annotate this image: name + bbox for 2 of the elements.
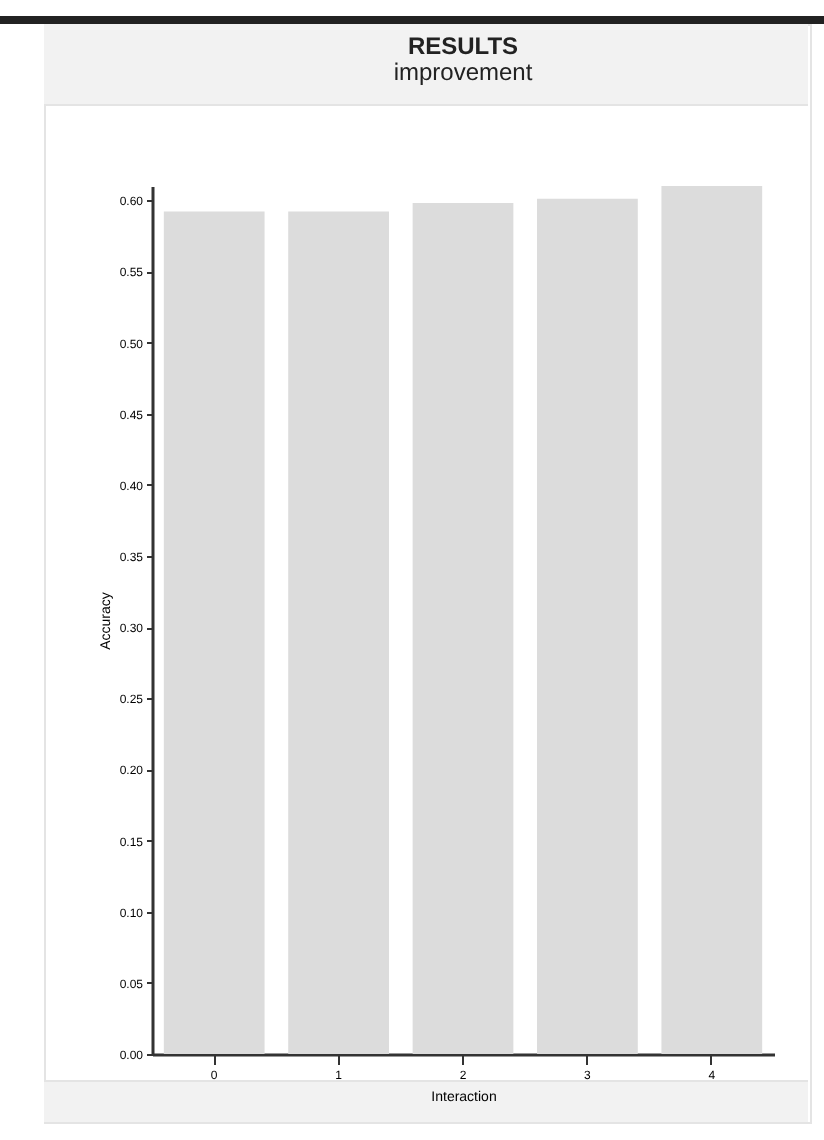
- chart-subtitle: improvement: [393, 58, 534, 86]
- chart-title: RESULTS: [407, 32, 519, 60]
